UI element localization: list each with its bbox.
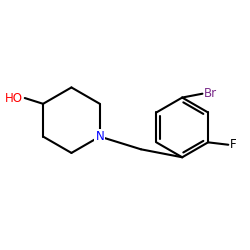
Text: HO: HO xyxy=(5,92,23,104)
Text: F: F xyxy=(230,138,237,151)
Text: N: N xyxy=(96,130,104,143)
Text: Br: Br xyxy=(204,87,218,100)
